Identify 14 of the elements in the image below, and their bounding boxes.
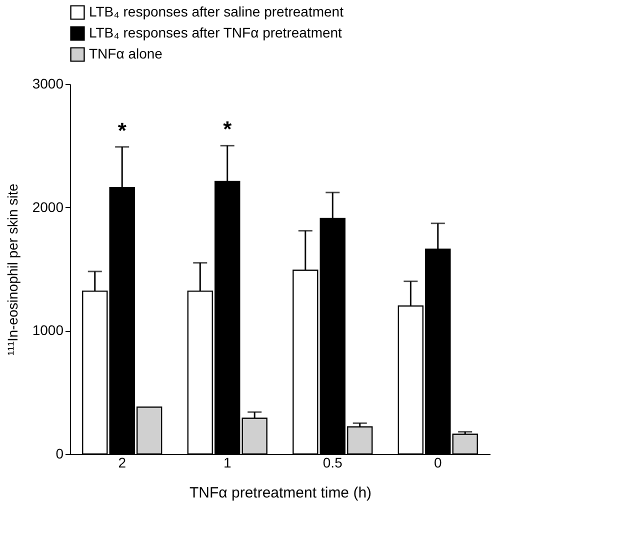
x-tick-label: 1 (223, 454, 232, 470)
y-axis-title: ¹¹¹In-eosinophil per skin site (4, 183, 20, 356)
legend-label: TNFα alone (89, 46, 163, 62)
x-tick-label: 0 (434, 454, 442, 470)
x-tick-label: 2 (118, 454, 126, 470)
annotation: * (118, 118, 127, 143)
y-tick-label: 3000 (32, 76, 64, 92)
annotation: * (223, 116, 232, 142)
x-axis-title: TNFα pretreatment time (h) (189, 484, 372, 502)
legend-label: LTB₄ responses after saline pretreatment (89, 4, 344, 20)
y-tick-label: 1000 (32, 322, 64, 338)
y-tick-label: 2000 (32, 198, 64, 215)
x-tick-label: 0.5 (322, 454, 343, 470)
legend-label: LTB₄ responses after TNFα pretreatment (89, 24, 342, 40)
